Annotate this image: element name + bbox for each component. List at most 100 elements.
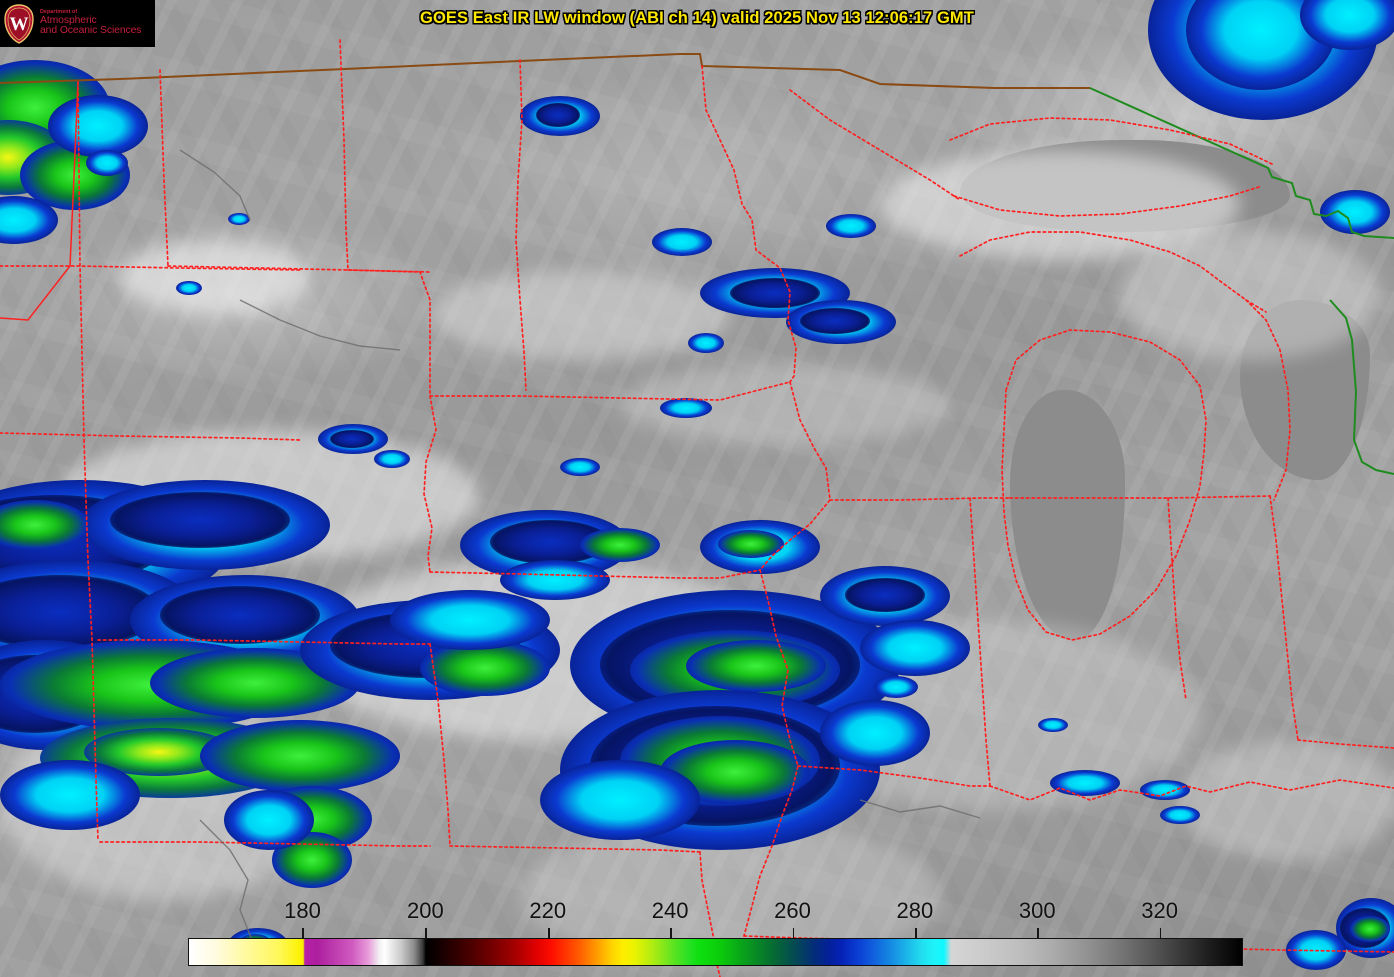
enhanced-cloud-region bbox=[874, 676, 918, 698]
state-border bbox=[829, 497, 1011, 501]
river bbox=[859, 799, 981, 819]
enhanced-cloud-region bbox=[826, 214, 876, 238]
colorbar-tick-label: 200 bbox=[407, 898, 444, 923]
enhanced-cloud-region bbox=[48, 95, 148, 157]
state-border bbox=[969, 497, 991, 787]
enhanced-cloud-region bbox=[1160, 806, 1200, 824]
enhanced-cloud-region bbox=[110, 492, 290, 548]
michigan-upper-peninsula bbox=[959, 231, 1267, 313]
cloud-patch bbox=[1180, 740, 1394, 860]
us-canada-border-west bbox=[0, 53, 1090, 89]
state-border bbox=[423, 395, 437, 573]
enhanced-cloud-region bbox=[0, 760, 140, 830]
colorbar-tick bbox=[1159, 928, 1162, 938]
lake-superior-shoreline-south bbox=[953, 185, 1263, 217]
enhanced-cloud-region bbox=[224, 790, 314, 850]
enhanced-cloud-region bbox=[1038, 718, 1068, 732]
state-border bbox=[429, 569, 761, 579]
state-border bbox=[1269, 495, 1299, 741]
enhanced-cloud-region bbox=[0, 500, 90, 550]
enhanced-cloud-region bbox=[1320, 190, 1390, 234]
river bbox=[199, 819, 253, 941]
enhanced-cloud-region bbox=[1350, 916, 1390, 942]
colorbar-gradient bbox=[188, 938, 1243, 966]
state-border bbox=[789, 89, 961, 201]
logo-line-2: and Oceanic Sciences bbox=[40, 25, 142, 37]
colorbar-tick bbox=[792, 928, 795, 938]
enhanced-cloud-region bbox=[540, 760, 700, 840]
state-border bbox=[429, 381, 791, 401]
enhanced-cloud-region bbox=[820, 700, 930, 766]
state-border bbox=[83, 439, 99, 841]
enhanced-cloud-region bbox=[1050, 770, 1120, 796]
state-border bbox=[449, 845, 701, 853]
state-border bbox=[0, 81, 79, 321]
us-canada-border-lakes bbox=[1089, 87, 1394, 239]
colorbar-tick bbox=[302, 928, 305, 938]
colorbar-tick-label: 260 bbox=[774, 898, 811, 923]
colorbar-tick bbox=[425, 928, 428, 938]
enhanced-cloud-region bbox=[652, 228, 712, 256]
enhanced-cloud-region bbox=[330, 430, 374, 448]
colorbar-tick bbox=[914, 928, 917, 938]
colorbar-tick bbox=[1037, 928, 1040, 938]
lake-michigan-shoreline bbox=[1001, 329, 1207, 641]
enhanced-cloud-region bbox=[845, 578, 925, 612]
state-border bbox=[743, 569, 799, 937]
enhanced-cloud-region bbox=[200, 720, 400, 792]
state-border bbox=[989, 779, 1394, 801]
enhanced-cloud-region bbox=[718, 530, 784, 558]
colorbar-tick-label: 280 bbox=[896, 898, 934, 923]
enhanced-cloud-region bbox=[580, 528, 660, 562]
enhanced-cloud-region bbox=[660, 398, 712, 418]
cloud-patch bbox=[430, 270, 730, 360]
state-border bbox=[701, 65, 797, 383]
state-border bbox=[515, 59, 527, 391]
state-border bbox=[339, 39, 349, 271]
colorbar-tick-label: 180 bbox=[284, 898, 321, 923]
enhanced-cloud-region bbox=[374, 450, 410, 468]
enhanced-cloud-region bbox=[800, 308, 870, 334]
state-border bbox=[759, 381, 831, 571]
cloud-patch bbox=[120, 240, 310, 314]
enhanced-cloud-region bbox=[686, 640, 826, 692]
logo-line-0: Department of bbox=[40, 9, 78, 16]
enhanced-cloud-region bbox=[536, 103, 580, 127]
state-border bbox=[1009, 495, 1271, 499]
enhanced-cloud-region bbox=[160, 586, 320, 644]
river bbox=[239, 299, 401, 351]
logo-department-text: Department of Atmospheric and Oceanic Sc… bbox=[40, 9, 142, 37]
enhanced-cloud-region bbox=[176, 281, 202, 295]
color-scale-legend: 180 200 220 240 260 280 300 320 bbox=[188, 898, 1243, 966]
state-border bbox=[167, 265, 431, 273]
colorbar-tick bbox=[670, 928, 672, 938]
enhanced-cloud-region bbox=[688, 333, 724, 353]
state-border bbox=[347, 269, 431, 397]
colorbar-tick bbox=[547, 928, 550, 938]
colorbar-tick-label: 300 bbox=[1018, 898, 1056, 923]
enhanced-cloud-region bbox=[560, 458, 600, 476]
state-border bbox=[797, 765, 991, 787]
state-border bbox=[429, 643, 451, 847]
state-border bbox=[97, 639, 431, 645]
state-border bbox=[99, 841, 431, 847]
uw-madison-aos-logo: W Department of Atmospheric and Oceanic … bbox=[0, 0, 155, 47]
cloud-patch bbox=[1120, 230, 1380, 360]
enhanced-cloud-region bbox=[860, 620, 970, 676]
enhanced-cloud-region bbox=[390, 590, 550, 650]
uw-crest-icon: W bbox=[3, 3, 35, 44]
cloud-patch bbox=[880, 150, 1240, 260]
state-border bbox=[1167, 497, 1187, 701]
state-border bbox=[0, 432, 301, 441]
us-canada-border-huron bbox=[1329, 299, 1394, 475]
enhanced-cloud-region bbox=[730, 278, 820, 308]
colorbar-tick-label: 220 bbox=[529, 898, 567, 923]
state-border bbox=[0, 265, 301, 271]
river bbox=[179, 149, 251, 221]
lake-superior-shoreline bbox=[949, 117, 1273, 165]
state-border bbox=[159, 69, 169, 267]
colorbar-tick-label: 240 bbox=[651, 898, 689, 923]
colorbar-tick-label: 320 bbox=[1141, 898, 1178, 923]
